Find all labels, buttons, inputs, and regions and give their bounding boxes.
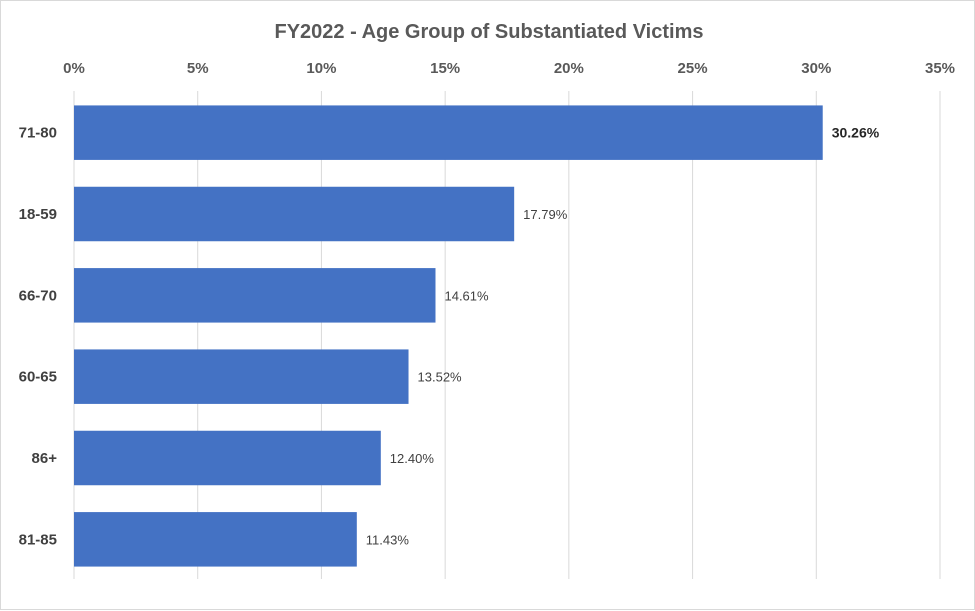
x-tick-label: 15%	[430, 60, 460, 77]
bar	[74, 430, 381, 486]
gridlines	[73, 91, 941, 579]
bar	[74, 268, 436, 323]
category-label: 60-65	[19, 369, 57, 386]
x-tick-label: 10%	[306, 60, 336, 77]
data-labels: 30.26% 17.79% 14.61% 13.52% 12.40% 11.43%	[366, 125, 880, 548]
bar	[74, 512, 357, 567]
x-tick-label: 20%	[554, 60, 584, 77]
category-label: 71-80	[19, 125, 57, 142]
data-label: 30.26%	[832, 125, 880, 141]
bars	[74, 105, 823, 567]
x-tick-label: 25%	[678, 60, 708, 77]
data-label: 14.61%	[444, 288, 489, 303]
category-label: 18-59	[19, 206, 57, 223]
category-label: 86+	[32, 450, 58, 467]
bar	[74, 105, 823, 160]
data-label: 17.79%	[523, 207, 568, 222]
x-tick-label: 30%	[801, 60, 831, 77]
category-label: 66-70	[19, 287, 57, 304]
category-label: 81-85	[19, 531, 57, 548]
x-tick-label: 35%	[925, 60, 955, 77]
data-label: 11.43%	[366, 532, 410, 547]
x-tick-label: 0%	[63, 60, 85, 77]
chart-title: FY2022 - Age Group of Substantiated Vict…	[275, 21, 704, 43]
bar	[74, 349, 409, 404]
bar	[74, 186, 515, 242]
data-label: 13.52%	[418, 370, 463, 385]
category-labels: 71-80 18-59 66-70 60-65 86+ 81-85	[19, 125, 58, 549]
data-label: 12.40%	[390, 451, 435, 466]
x-tick-label: 5%	[187, 60, 209, 77]
x-axis-ticks: 0% 5% 10% 15% 20% 25% 30% 35%	[63, 60, 955, 77]
